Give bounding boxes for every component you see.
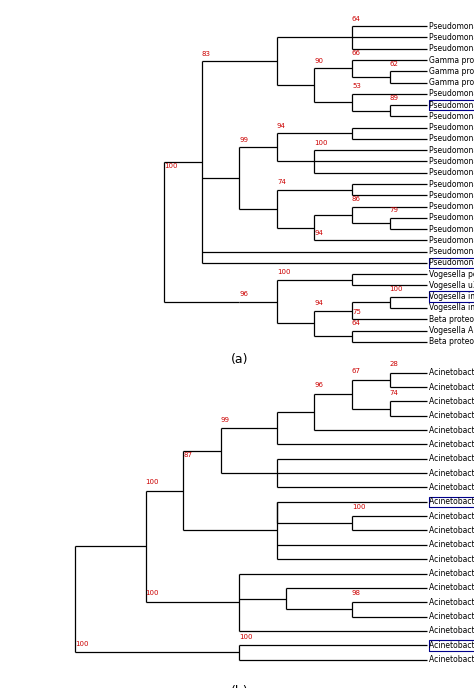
Text: Acinetobacter R214A7: Acinetobacter R214A7: [429, 555, 474, 563]
Text: Acinetobacter Fsh20: Acinetobacter Fsh20: [429, 469, 474, 477]
Text: (b): (b): [230, 685, 248, 688]
Text: Vogesella indigofera RJB-C: Vogesella indigofera RJB-C: [429, 292, 474, 301]
Text: Acinetobacter LMGTH120: Acinetobacter LMGTH120: [429, 411, 474, 420]
Text: Acinetobacter calcoaceticus: Acinetobacter calcoaceticus: [429, 655, 474, 664]
Text: Pseudomonas DRJS2: Pseudomonas DRJS2: [429, 89, 474, 98]
Text: Vogesella u31: Vogesella u31: [429, 281, 474, 290]
Text: 94: 94: [277, 122, 286, 129]
Text: Acinetobacter calcoaceticus RJB-A: Acinetobacter calcoaceticus RJB-A: [429, 497, 474, 506]
Text: Gamma proteobacterium 00YDT: Gamma proteobacterium 00YDT: [429, 67, 474, 76]
Text: Pseudomonas MI-o1: Pseudomonas MI-o1: [429, 33, 474, 42]
Text: 100: 100: [164, 163, 178, 169]
Text: 100: 100: [390, 286, 403, 292]
Text: 87: 87: [183, 452, 192, 458]
Text: 64: 64: [352, 16, 361, 22]
Text: 94: 94: [314, 300, 323, 306]
Text: 64: 64: [352, 320, 361, 326]
Text: 62: 62: [390, 61, 399, 67]
Text: Acinetobacter HPC979: Acinetobacter HPC979: [429, 626, 474, 636]
Text: Acinetobacter SH-94B: Acinetobacter SH-94B: [429, 598, 474, 607]
Text: 67: 67: [352, 368, 361, 374]
Text: Pseudomonas resinovorans LAM9: Pseudomonas resinovorans LAM9: [429, 112, 474, 121]
Text: Pseudomonas HR 26: Pseudomonas HR 26: [429, 44, 474, 53]
Text: 96: 96: [314, 383, 323, 389]
Text: 28: 28: [390, 361, 399, 367]
Text: Beta proteobacterium TH-H17: Beta proteobacterium TH-H17: [429, 337, 474, 346]
Text: Acinetobacter beijerinckii: Acinetobacter beijerinckii: [429, 440, 474, 449]
Text: 99: 99: [220, 416, 229, 422]
Text: 66: 66: [352, 50, 361, 56]
Text: Acinetobacter lwoffi: Acinetobacter lwoffi: [429, 540, 474, 549]
Text: Pseudomonas alcaligenes: Pseudomonas alcaligenes: [429, 180, 474, 189]
Text: 100: 100: [352, 504, 365, 510]
Text: Pseudomonas alcaligenes Y34: Pseudomonas alcaligenes Y34: [429, 191, 474, 200]
Text: Acinetobacter sp: Acinetobacter sp: [429, 397, 474, 406]
Text: 89: 89: [390, 95, 399, 100]
Text: Acinetobacter TDWCW1: Acinetobacter TDWCW1: [429, 383, 474, 391]
Text: 98: 98: [352, 590, 361, 596]
Text: Acinetobacter calcoaceticus BSA21: Acinetobacter calcoaceticus BSA21: [429, 526, 474, 535]
Text: Acinetobacter TS25: Acinetobacter TS25: [429, 426, 474, 435]
Text: Vogesella AKB-2008-TE15: Vogesella AKB-2008-TE15: [429, 326, 474, 335]
Text: Acinetobacter BSA47: Acinetobacter BSA47: [429, 512, 474, 521]
Text: Pseudomonas aeruginosa B10: Pseudomonas aeruginosa B10: [429, 146, 474, 155]
Text: Vogesella indigofera PBWP18: Vogesella indigofera PBWP18: [429, 303, 474, 312]
Text: 100: 100: [314, 140, 328, 146]
Text: 100: 100: [239, 634, 253, 640]
Text: Pseudomonas HI-G1: Pseudomonas HI-G1: [429, 22, 474, 31]
Text: 74: 74: [390, 389, 399, 396]
Text: 90: 90: [314, 58, 323, 64]
Text: 83: 83: [202, 51, 211, 57]
Text: Pseudomonas alcaligenes AVO73: Pseudomonas alcaligenes AVO73: [429, 213, 474, 222]
Text: Pseudomonas BF-2: Pseudomonas BF-2: [429, 157, 474, 166]
Text: Pseudomonas resinovorans RJB-3: Pseudomonas resinovorans RJB-3: [429, 100, 474, 109]
Text: Gamma proteobacterium 00YDR: Gamma proteobacterium 00YDR: [429, 78, 474, 87]
Text: Pseudomonas G3DM-4: Pseudomonas G3DM-4: [429, 247, 474, 256]
Text: Acinetobacter lwoffii RJB2: Acinetobacter lwoffii RJB2: [429, 641, 474, 649]
Text: 100: 100: [277, 269, 291, 275]
Text: Acinetobacter SH8251312: Acinetobacter SH8251312: [429, 483, 474, 492]
Text: Pseudomonas SY69: Pseudomonas SY69: [429, 202, 474, 211]
Text: 99: 99: [239, 137, 248, 143]
Text: 79: 79: [390, 207, 399, 213]
Text: 53: 53: [352, 83, 361, 89]
Text: Acinetobacter MH-159: Acinetobacter MH-159: [429, 569, 474, 578]
Text: Acinetobacter calcoaceticus MTCC9488: Acinetobacter calcoaceticus MTCC9488: [429, 583, 474, 592]
Text: 75: 75: [352, 309, 361, 314]
Text: (a): (a): [231, 353, 248, 366]
Text: Acinetobacter TDWCW6: Acinetobacter TDWCW6: [429, 368, 474, 377]
Text: 100: 100: [75, 641, 89, 647]
Text: Beta proteobacterium TH-H56: Beta proteobacterium TH-H56: [429, 315, 474, 324]
Text: Acinetobacter Wuba39: Acinetobacter Wuba39: [429, 454, 474, 463]
Text: 100: 100: [146, 479, 159, 485]
Text: Pseudomonas alcaligenes DIP1: Pseudomonas alcaligenes DIP1: [429, 224, 474, 234]
Text: 96: 96: [239, 291, 248, 297]
Text: Pseudomonas pseudoalcaligenes KF707: Pseudomonas pseudoalcaligenes KF707: [429, 169, 474, 178]
Text: Pseudomonas HRB-9: Pseudomonas HRB-9: [429, 123, 474, 132]
Text: 86: 86: [352, 196, 361, 202]
Text: Vogesella perlucida DS-28: Vogesella perlucida DS-28: [429, 270, 474, 279]
Text: Pseudomonas alcaligenes st5-2: Pseudomonas alcaligenes st5-2: [429, 236, 474, 245]
Text: 100: 100: [146, 590, 159, 596]
Text: Acinetobacter calcoaceticus DSM30009: Acinetobacter calcoaceticus DSM30009: [429, 612, 474, 621]
Text: Pseudomonas CG2: Pseudomonas CG2: [429, 134, 474, 143]
Text: 74: 74: [277, 179, 286, 185]
Text: Pseudomonas RJB1: Pseudomonas RJB1: [429, 259, 474, 268]
Text: 94: 94: [314, 230, 323, 236]
Text: Gamma proteobacterium 00YFQ: Gamma proteobacterium 00YFQ: [429, 56, 474, 65]
